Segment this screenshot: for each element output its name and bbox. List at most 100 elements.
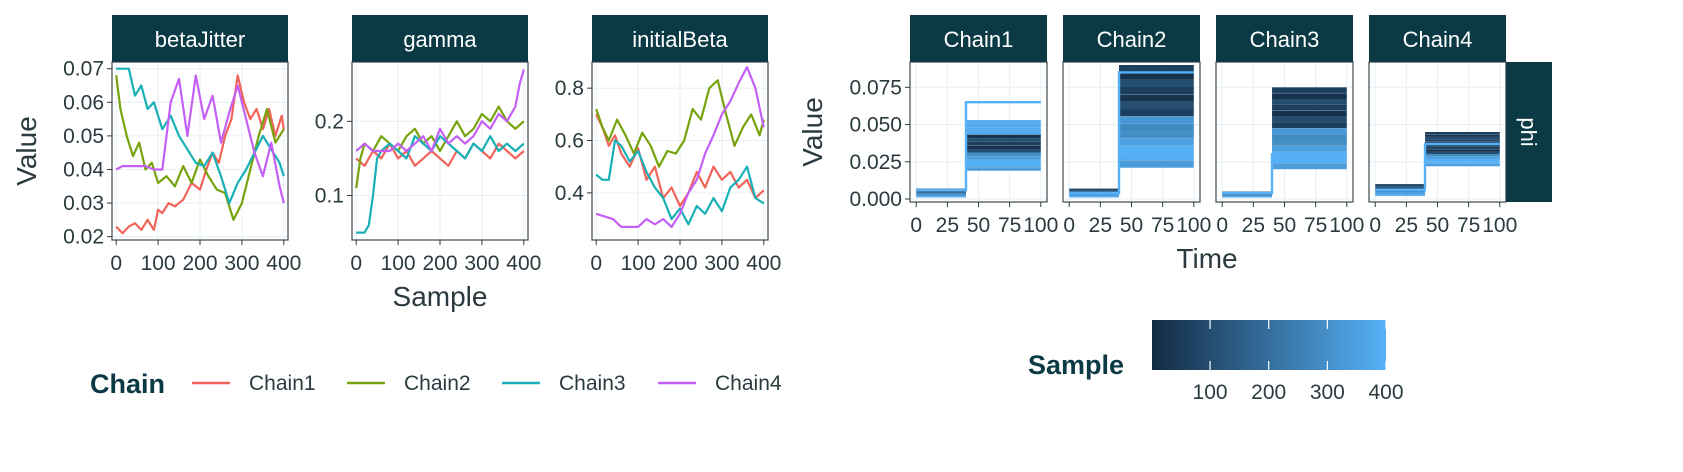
phi-band-late: [1119, 94, 1194, 102]
row-strip-box: [1506, 62, 1552, 202]
phi-band-late: [1272, 93, 1347, 100]
facet-strip: [112, 15, 288, 62]
phi-panel-Chain4: Chain4 0 25 50 75 100: [1368, 15, 1517, 237]
x-tick-label: 50: [967, 214, 990, 237]
series-line-Chain2: [595, 79, 765, 168]
y-tick-label: 0.000: [849, 188, 902, 211]
phi-band-late: [1425, 136, 1500, 140]
row-strip-label: phi: [1516, 117, 1541, 146]
x-tick-label: 50: [1426, 214, 1449, 237]
colorbar-tick-label: 400: [1368, 381, 1403, 404]
facet-strip-label: Chain3: [1250, 27, 1320, 52]
phi-panel-Chain3: Chain3 0 25 50 75 100: [1215, 15, 1364, 237]
phi-band-late: [1119, 138, 1194, 146]
phi-band-late: [1272, 104, 1347, 111]
facet-strip-label: betaJitter: [155, 27, 246, 52]
x-tick-label: 100: [1023, 214, 1058, 237]
phi-panel-Chain2: Chain2 0 25 50 75 100: [1062, 15, 1211, 237]
series-line-Chain3: [595, 139, 765, 226]
facet-strip-label: initialBeta: [632, 27, 728, 52]
phi-band-late: [1119, 87, 1194, 95]
phi-band-late: [1425, 163, 1500, 167]
x-tick-label: 200: [182, 252, 217, 275]
phi-band-early: [916, 191, 967, 194]
phi-band-early: [1069, 196, 1120, 198]
x-tick-label: 100: [381, 252, 416, 275]
x-tick-label: 75: [998, 214, 1021, 237]
facet-strip-label: gamma: [403, 27, 477, 52]
series-line-Chain4: [355, 69, 525, 153]
phi-band-late: [1425, 139, 1500, 142]
phi-band-late: [1425, 134, 1500, 137]
phi-step-line: [1222, 153, 1347, 195]
colorbar-tick-label: 200: [1251, 381, 1286, 404]
phi-band-late: [1272, 157, 1347, 164]
x-tick-label: 100: [621, 252, 656, 275]
colorbar-tick-label: 100: [1193, 381, 1228, 404]
phi-panel-Chain1: Chain1 0 25 50 75 100 0.000 0.025 0.050 0.075: [849, 15, 1058, 237]
phi-band-late: [966, 141, 1041, 146]
x-tick-label: 300: [224, 252, 259, 275]
colorbar-title: Sample: [1028, 350, 1124, 380]
y-tick-label: 0.050: [849, 114, 902, 137]
phi-band-late: [1425, 151, 1500, 155]
y-tick-label: 0.4: [555, 182, 585, 205]
x-tick-label: 50: [1273, 214, 1296, 237]
phi-band-early: [1222, 196, 1273, 198]
phi-band-late: [1425, 132, 1500, 135]
row-strip: phi: [1506, 62, 1552, 202]
facet-strip: [910, 15, 1047, 62]
phi-band-late: [966, 167, 1041, 171]
phi-step-line: [1069, 71, 1194, 195]
phi-band-late: [966, 152, 1041, 157]
phi-band-late: [1119, 160, 1194, 168]
series-line-Chain4: [595, 66, 765, 228]
phi-band-late: [1119, 72, 1194, 80]
legend-item-Chain1: Chain1: [192, 372, 316, 395]
x-tick-label: 100: [1482, 214, 1517, 237]
phi-band-late: [1425, 149, 1500, 152]
phi-band-late: [1272, 110, 1347, 117]
legend-item-Chain3: Chain3: [502, 372, 626, 395]
phi-step-line: [1375, 142, 1500, 192]
y-tick-label: 0.07: [63, 58, 104, 81]
x-tick-label: 100: [1176, 214, 1211, 237]
phi-band-early: [1069, 190, 1120, 192]
phi-band-late: [1272, 163, 1347, 170]
phi-band-late: [1119, 116, 1194, 124]
x-tick-label: 400: [266, 252, 301, 275]
phi-band-late: [1272, 128, 1347, 135]
phi-band-late: [1272, 122, 1347, 129]
y-tick-label: 0.8: [555, 77, 584, 100]
y-tick-label: 0.1: [315, 185, 344, 208]
y-axis-title: Value: [11, 116, 42, 186]
legend-label: Chain1: [249, 372, 316, 395]
y-tick-label: 0.075: [849, 76, 902, 99]
phi-band-late: [1272, 134, 1347, 140]
x-tick-label: 0: [590, 252, 602, 275]
phi-band-late: [966, 156, 1041, 160]
phi-band-early: [1222, 195, 1273, 197]
legend-label: Chain3: [559, 372, 626, 395]
x-tick-label: 75: [1151, 214, 1174, 237]
series-line-Chain3: [116, 67, 285, 205]
phi-band-late: [966, 145, 1041, 150]
phi-band-late: [1119, 153, 1194, 161]
x-tick-label: 0: [350, 252, 362, 275]
facet-strip: [1369, 15, 1506, 62]
phi-band-early: [1069, 194, 1120, 197]
legend-title: Chain: [90, 369, 165, 399]
y-tick-label: 0.025: [849, 151, 902, 174]
x-axis-title: Sample: [393, 281, 488, 312]
phi-band-late: [1119, 123, 1194, 132]
facet-strip: [1216, 15, 1353, 62]
phi-band-late: [1272, 145, 1347, 152]
phi-band-early: [916, 193, 967, 195]
x-tick-label: 75: [1304, 214, 1327, 237]
phi-band-late: [1119, 79, 1194, 87]
colorbar-tick-label: 300: [1310, 381, 1345, 404]
x-tick-label: 400: [746, 252, 781, 275]
